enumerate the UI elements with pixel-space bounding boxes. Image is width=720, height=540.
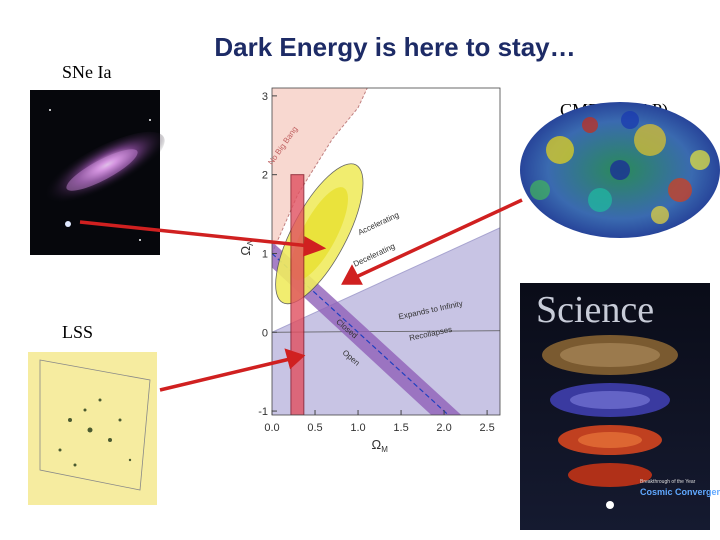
y-tick-label: 0: [262, 327, 268, 339]
axis-subscript: M: [381, 445, 388, 454]
cmb-band: [272, 241, 462, 415]
sne-label: SNe Ia: [62, 62, 111, 82]
slide-title: Dark Energy is here to stay…: [214, 32, 575, 62]
lss-band: [290, 174, 305, 415]
sne-contour-inner: [290, 187, 348, 281]
arrows: [79, 198, 523, 392]
y-tick-label: 1: [262, 248, 268, 260]
lss-map-image: [28, 352, 157, 505]
x-tick-label: 1.0: [350, 422, 365, 434]
science-masthead: Science: [536, 289, 654, 331]
science-cover-image: [520, 283, 710, 530]
acceleration-region: [272, 227, 500, 415]
axis-subscript: Λ: [246, 240, 255, 246]
x_label: ΩM: [372, 437, 389, 454]
cmb-map-image: [520, 102, 720, 238]
axis-symbol: Ω: [372, 437, 382, 452]
acceleration-boundary: [272, 227, 500, 333]
plot-regions: [272, 88, 500, 415]
science-subtitle: Breakthrough of the Year: [640, 479, 696, 485]
plot-frame: [271, 87, 501, 416]
science-headline: Cosmic Convergence: [640, 487, 720, 497]
x-tick-label: 2.0: [436, 422, 451, 434]
y-tick-label: 3: [262, 91, 268, 103]
no-big-bang-boundary: [272, 88, 368, 254]
recollapse-boundary: [272, 330, 500, 333]
y-tick-label: -1: [258, 406, 268, 418]
x-tick-label: 2.5: [479, 422, 494, 434]
lss-label: LSS: [62, 322, 93, 342]
x-tick-label: 1.5: [393, 422, 408, 434]
omega-plot: No Big BangAcceleratingDeceleratingExpan…: [238, 87, 501, 454]
y_label: ΩΛ: [238, 240, 255, 256]
x-tick-label: 0.5: [307, 422, 322, 434]
x-tick-label: 0.0: [264, 422, 279, 434]
no-big-bang-region: [272, 88, 368, 254]
axis-symbol: Ω: [238, 246, 253, 256]
y-tick-label: 2: [262, 170, 268, 182]
